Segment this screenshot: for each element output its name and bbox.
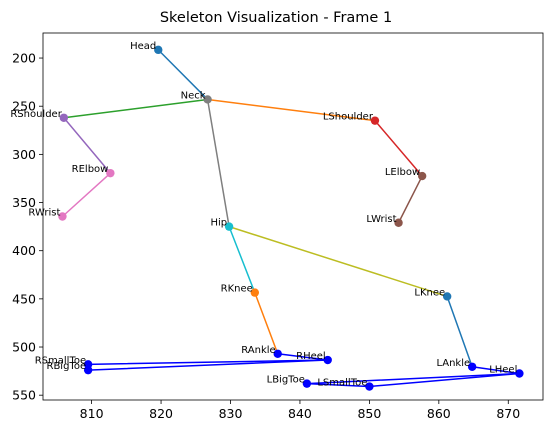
- x-tick-label: 820: [149, 406, 173, 421]
- joint-rshoulder: [59, 113, 69, 122]
- joint-label-rwrist: RWrist: [28, 208, 60, 219]
- joint-labels-layer: Head Neck RShoulder RElbow RWrist LShoulder LE…: [10, 41, 517, 389]
- y-tick-label: 550: [12, 388, 36, 403]
- y-tick-label: 300: [12, 147, 36, 162]
- joint-lshoulder: [370, 116, 380, 125]
- bone-neck-hip: [206, 98, 230, 228]
- y-tick-label: 350: [12, 195, 36, 210]
- joint-hip: [224, 222, 234, 231]
- y-tick-label: 450: [12, 291, 36, 306]
- bone-hip-lknee: [228, 225, 448, 298]
- plot-frame: [42, 32, 544, 401]
- x-tick-label: 810: [80, 406, 104, 421]
- joint-lelbow: [417, 171, 427, 181]
- joint-label-lheel: LHeel: [489, 365, 517, 376]
- bone-lshoulder-lelbow: [374, 119, 423, 177]
- joint-rbigtoe: [83, 365, 93, 375]
- joints-layer: [58, 45, 524, 391]
- joint-rheel: [323, 355, 332, 365]
- joint-rwrist: [58, 212, 67, 221]
- joint-relbow: [106, 168, 115, 178]
- bone-head-neck: [157, 49, 209, 101]
- y-tick-label: 200: [12, 51, 36, 66]
- y-tick-label: 400: [12, 243, 36, 258]
- joint-label-neck: Neck: [181, 90, 206, 101]
- joint-label-lelbow: LElbow: [385, 167, 420, 178]
- y-tick-label: 250: [12, 99, 36, 114]
- joint-rsmalltoe: [83, 360, 93, 369]
- x-tick-label: 860: [427, 406, 451, 421]
- x-tick-label: 850: [357, 406, 381, 421]
- joint-label-head: Head: [130, 41, 156, 52]
- joint-label-lankle: LAnkle: [436, 358, 470, 369]
- joint-lankle: [467, 362, 477, 371]
- bones-layer: [61, 49, 521, 388]
- bone-relbow-rwrist: [61, 172, 112, 218]
- bone-rknee-rankle: [254, 291, 279, 355]
- bone-lheel-lbigtoe: [306, 372, 521, 385]
- joint-lbigtoe: [302, 379, 312, 388]
- joint-label-hip: Hip: [210, 218, 227, 229]
- joint-label-rbigtoe: RBigToe: [47, 361, 87, 372]
- bone-hip-rknee: [228, 225, 256, 294]
- bone-lbigtoe-lsmalltoe: [306, 382, 371, 388]
- bone-neck-rshoulder: [63, 98, 209, 119]
- joint-rankle: [273, 349, 282, 358]
- bone-neck-lshoulder: [206, 98, 376, 122]
- chart-title: Skeleton Visualization - Frame 1: [160, 10, 392, 26]
- bone-lsmalltoe-lheel: [368, 372, 521, 388]
- joint-rknee: [250, 288, 260, 297]
- joint-label-rankle: RAnkle: [241, 345, 275, 356]
- x-tick-label: 840: [288, 406, 312, 421]
- bone-lknee-lankle: [446, 295, 473, 368]
- joint-label-lknee: LKnee: [414, 287, 445, 298]
- bone-lelbow-lwrist: [397, 175, 423, 224]
- bone-rshoulder-relbow: [63, 117, 112, 174]
- joint-neck: [203, 95, 212, 104]
- joint-lknee: [442, 292, 452, 301]
- bone-rankle-rheel: [276, 353, 329, 361]
- joint-label-lbigtoe: LBigToe: [267, 375, 305, 386]
- bone-rbigtoe-rheel: [87, 359, 329, 371]
- x-tick-label: 830: [219, 406, 243, 421]
- joint-label-lsmalltoe: LSmallToe: [317, 378, 367, 389]
- joint-label-rshoulder: RShoulder: [10, 109, 62, 120]
- x-axis: 810 820 830 840 850 860 870: [80, 400, 520, 421]
- bone-lankle-lheel: [471, 366, 521, 375]
- joint-lsmalltoe: [365, 382, 374, 391]
- joint-lheel: [515, 369, 524, 378]
- joint-label-rknee: RKnee: [221, 284, 253, 295]
- x-tick-label: 870: [496, 406, 520, 421]
- y-axis: 200 250 300 350 400 450 500 550: [12, 51, 43, 403]
- plot-area: [43, 33, 543, 400]
- joint-label-lshoulder: LShoulder: [323, 112, 374, 123]
- joint-label-rheel: RHeel: [296, 351, 326, 362]
- joint-label-lwrist: LWrist: [366, 214, 396, 225]
- joint-label-rsmalltoe: RSmallToe: [35, 355, 86, 366]
- joint-lwrist: [394, 218, 403, 227]
- joint-head: [154, 45, 163, 55]
- joint-label-relbow: RElbow: [72, 164, 109, 175]
- y-tick-label: 500: [12, 340, 36, 355]
- bone-rheel-rsmalltoe: [87, 359, 329, 366]
